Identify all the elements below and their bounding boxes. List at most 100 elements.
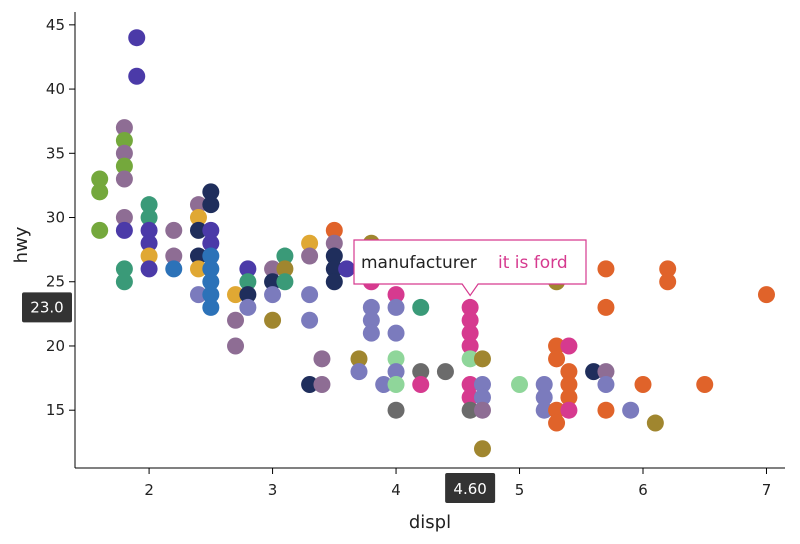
scatter-point[interactable] — [412, 376, 430, 394]
scatter-point[interactable] — [227, 286, 245, 304]
scatter-point[interactable] — [634, 376, 652, 394]
scatter-point[interactable] — [202, 234, 220, 252]
scatter-point[interactable] — [202, 298, 220, 316]
scatter-point[interactable] — [202, 221, 220, 239]
scatter-point[interactable] — [362, 311, 380, 329]
scatter-point[interactable] — [387, 286, 405, 304]
scatter-point[interactable] — [325, 221, 343, 239]
scatter-point[interactable] — [276, 247, 294, 265]
scatter-point[interactable] — [115, 144, 133, 162]
scatter-point[interactable] — [535, 401, 553, 419]
scatter-point[interactable] — [338, 260, 356, 278]
scatter-point[interactable] — [696, 376, 714, 394]
scatter-point[interactable] — [461, 324, 479, 342]
scatter-point[interactable] — [362, 324, 380, 342]
scatter-point[interactable] — [548, 401, 566, 419]
scatter-point[interactable] — [91, 183, 109, 201]
scatter-point[interactable] — [646, 414, 664, 432]
scatter-point[interactable] — [140, 234, 158, 252]
scatter-point[interactable] — [560, 388, 578, 406]
scatter-point[interactable] — [165, 247, 183, 265]
scatter-point[interactable] — [597, 401, 615, 419]
scatter-point[interactable] — [239, 286, 257, 304]
scatter-point[interactable] — [325, 247, 343, 265]
scatter-point[interactable] — [264, 260, 282, 278]
scatter-point[interactable] — [264, 286, 282, 304]
scatter-point[interactable] — [461, 311, 479, 329]
scatter-point[interactable] — [325, 273, 343, 291]
scatter-point[interactable] — [560, 363, 578, 381]
scatter-point[interactable] — [412, 298, 430, 316]
scatter-point[interactable] — [560, 401, 578, 419]
scatter-point[interactable] — [461, 376, 479, 394]
scatter-point[interactable] — [202, 260, 220, 278]
scatter-point[interactable] — [473, 440, 491, 458]
scatter-point[interactable] — [301, 247, 319, 265]
scatter-point[interactable] — [128, 29, 146, 47]
scatter-point[interactable] — [276, 260, 294, 278]
scatter-point[interactable] — [757, 286, 775, 304]
scatter-point[interactable] — [189, 221, 207, 239]
scatter-point[interactable] — [585, 363, 603, 381]
scatter-point[interactable] — [301, 234, 319, 252]
scatter-point[interactable] — [597, 298, 615, 316]
scatter-point[interactable] — [189, 286, 207, 304]
scatter-point[interactable] — [387, 363, 405, 381]
scatter-point[interactable] — [115, 221, 133, 239]
scatter-point[interactable] — [115, 131, 133, 149]
scatter-point[interactable] — [350, 363, 368, 381]
scatter-point[interactable] — [597, 260, 615, 278]
scatter-point[interactable] — [597, 376, 615, 394]
scatter-point[interactable] — [387, 401, 405, 419]
scatter-point[interactable] — [165, 221, 183, 239]
scatter-point[interactable] — [140, 247, 158, 265]
scatter-point[interactable] — [461, 388, 479, 406]
scatter-point[interactable] — [387, 376, 405, 394]
scatter-point[interactable] — [387, 350, 405, 368]
scatter-point[interactable] — [387, 298, 405, 316]
scatter-point[interactable] — [362, 298, 380, 316]
scatter-point[interactable] — [140, 209, 158, 227]
scatter-point[interactable] — [189, 247, 207, 265]
scatter-point[interactable] — [473, 376, 491, 394]
scatter-point[interactable] — [461, 401, 479, 419]
scatter-point[interactable] — [350, 350, 368, 368]
scatter-point[interactable] — [412, 363, 430, 381]
scatter-point[interactable] — [165, 260, 183, 278]
scatter-point[interactable] — [461, 298, 479, 316]
scatter-point[interactable] — [91, 221, 109, 239]
scatter-point[interactable] — [548, 350, 566, 368]
scatter-point[interactable] — [461, 337, 479, 355]
scatter-point[interactable] — [140, 196, 158, 214]
scatter-point[interactable] — [189, 260, 207, 278]
scatter-point[interactable] — [436, 363, 454, 381]
scatter-point[interactable] — [659, 260, 677, 278]
scatter-point[interactable] — [473, 388, 491, 406]
scatter-point[interactable] — [473, 401, 491, 419]
scatter-point[interactable] — [276, 273, 294, 291]
scatter-point[interactable] — [202, 273, 220, 291]
scatter-point[interactable] — [264, 311, 282, 329]
scatter-point[interactable] — [301, 376, 319, 394]
scatter-point[interactable] — [227, 311, 245, 329]
scatter-point[interactable] — [115, 170, 133, 188]
scatter-point[interactable] — [227, 337, 245, 355]
scatter-point[interactable] — [313, 350, 331, 368]
scatter-point[interactable] — [659, 273, 677, 291]
scatter-point[interactable] — [511, 376, 529, 394]
scatter-point[interactable] — [115, 260, 133, 278]
scatter-point[interactable] — [461, 350, 479, 368]
scatter-point[interactable] — [548, 337, 566, 355]
scatter-point[interactable] — [115, 273, 133, 291]
scatter-point[interactable] — [301, 311, 319, 329]
scatter-point[interactable] — [189, 209, 207, 227]
scatter-point[interactable] — [473, 350, 491, 368]
scatter-point[interactable] — [560, 376, 578, 394]
scatter-point[interactable] — [140, 221, 158, 239]
scatter-point[interactable] — [325, 260, 343, 278]
scatter-point[interactable] — [128, 67, 146, 85]
scatter-point[interactable] — [239, 260, 257, 278]
scatter-point[interactable] — [313, 376, 331, 394]
scatter-point[interactable] — [202, 183, 220, 201]
scatter-point[interactable] — [115, 209, 133, 227]
